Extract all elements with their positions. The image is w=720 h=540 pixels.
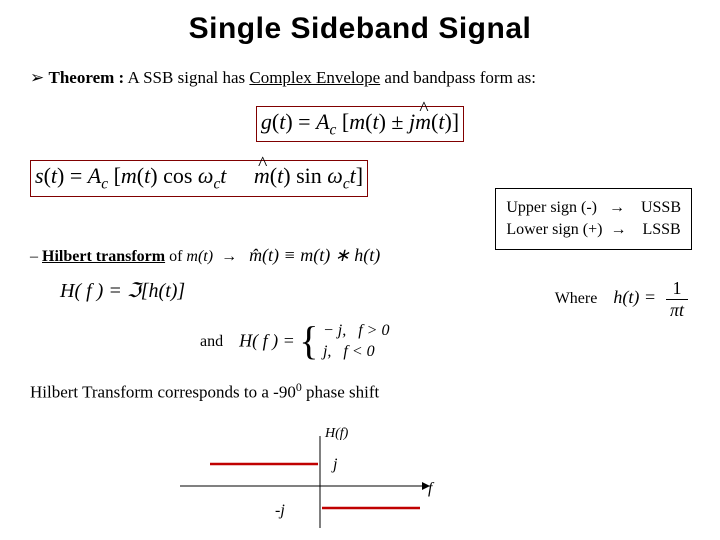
theorem-text-1: A SSB signal has bbox=[128, 68, 250, 87]
hilbert-bold: Hilbert transform bbox=[42, 248, 165, 265]
arrow-icon: → bbox=[609, 199, 625, 216]
hf-plot: H(f) j -j f bbox=[180, 428, 460, 528]
upper-sign-text: Upper sign (-) bbox=[506, 199, 597, 216]
lower-sign-text: Lower sign (+) bbox=[506, 221, 602, 238]
arrow-icon: → bbox=[221, 248, 237, 265]
theorem-text-2: and bandpass form as: bbox=[384, 68, 536, 87]
where-block: Where h(t) = 1 πt bbox=[555, 278, 688, 321]
theorem-underline: Complex Envelope bbox=[249, 68, 380, 87]
equation-1: g(t) = Ac [m(t) ± jm(t)] bbox=[0, 102, 720, 146]
plot-label-f: f bbox=[428, 480, 432, 498]
ussb-label: USSB bbox=[641, 199, 681, 216]
theorem-line: ➢ Theorem : A SSB signal has Complex Env… bbox=[30, 68, 720, 88]
and-line: and H( f ) = { − j, f > 0 j, f < 0 bbox=[200, 319, 720, 366]
plot-svg bbox=[180, 428, 460, 528]
plot-label-j: j bbox=[333, 456, 337, 474]
sign-box: Upper sign (-) → USSB Lower sign (+) → L… bbox=[495, 188, 692, 250]
hilbert-def: m̂(t) ≡ m(t) ∗ h(t) bbox=[249, 245, 380, 265]
arrow-icon: → bbox=[610, 221, 626, 238]
lssb-label: LSSB bbox=[642, 221, 680, 238]
bullet-icon: ➢ bbox=[30, 68, 44, 87]
plot-label-mj: -j bbox=[275, 502, 285, 520]
plot-label-hf: H(f) bbox=[325, 426, 348, 442]
phase-shift-text: Hilbert Transform corresponds to a -900 … bbox=[30, 380, 720, 403]
theorem-label: Theorem : bbox=[49, 68, 125, 87]
slide-title: Single Sideband Signal bbox=[0, 0, 720, 46]
